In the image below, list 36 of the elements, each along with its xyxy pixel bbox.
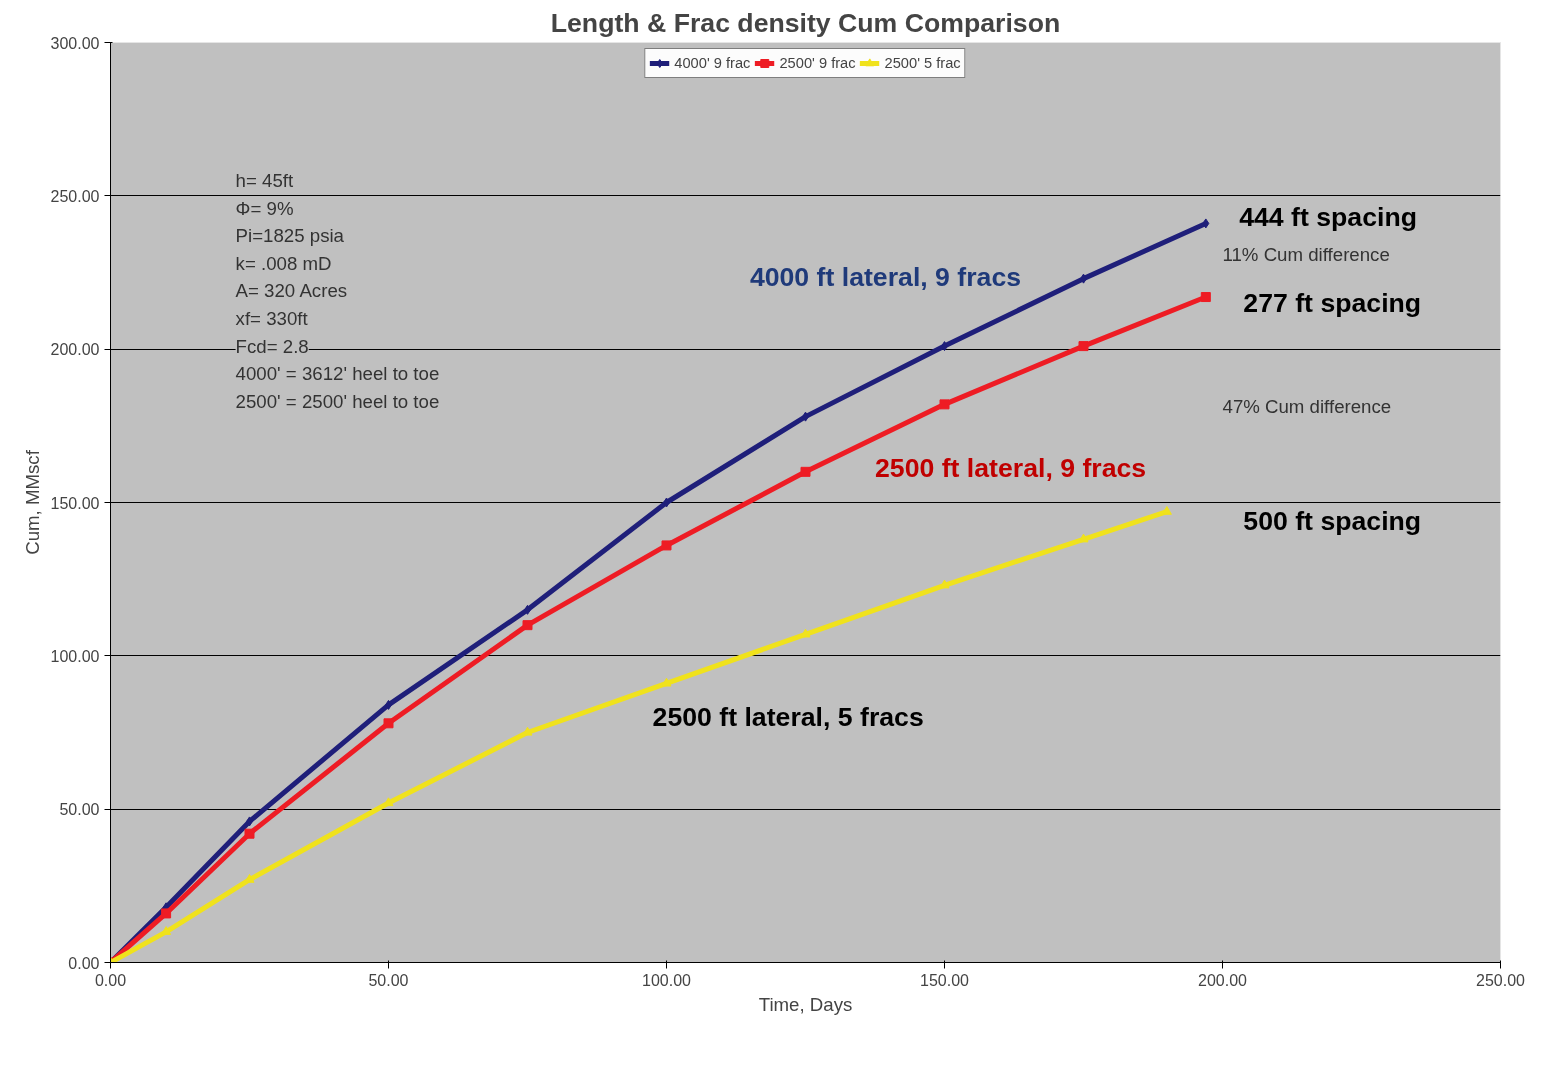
annotation: 444 ft spacing (1239, 202, 1417, 233)
y-tick-label: 0.00 (68, 954, 100, 972)
annotation: Φ= 9% (235, 197, 294, 219)
x-axis-title: Time, Days (758, 993, 853, 1015)
annotation: A= 320 Acres (235, 280, 348, 302)
x-tick-label: 100.00 (642, 971, 692, 989)
annotation: h= 45ft (235, 170, 294, 191)
annotation: 277 ft spacing (1243, 287, 1422, 318)
annotation: 500 ft spacing (1243, 505, 1422, 536)
y-tick-label: 50.00 (59, 801, 100, 819)
annotation: 11% Cum difference (1222, 243, 1390, 265)
annotation: 2500' = 2500' heel to toe (235, 390, 440, 412)
annotation: Fcd= 2.8 (235, 335, 309, 357)
annotation: Pi=1825 psia (235, 225, 345, 247)
y-axis-title: Cum, MMscf (21, 449, 43, 555)
annotation: xf= 330ft (235, 308, 309, 329)
y-tick-label: 200.00 (50, 341, 100, 359)
annotation: 4000 ft lateral, 9 fracs (749, 262, 1022, 293)
annotation: k= .008 mD (235, 252, 332, 274)
x-tick-label: 200.00 (1198, 971, 1248, 989)
x-tick-label: 50.00 (368, 971, 409, 989)
y-tick-label: 100.00 (50, 647, 100, 665)
x-tick-label: 150.00 (920, 971, 970, 989)
legend-label: 4000' 9 frac (674, 55, 751, 71)
annotation: 47% Cum difference (1222, 396, 1392, 418)
chart-title: Length & Frac density Cum Comparison (550, 7, 1061, 38)
y-tick-label: 150.00 (50, 494, 100, 512)
annotation: 2500 ft lateral, 5 fracs (652, 701, 924, 732)
legend-label: 2500' 5 frac (884, 55, 961, 71)
y-tick-label: 250.00 (50, 187, 100, 205)
legend-label: 2500' 9 frac (779, 55, 856, 71)
x-tick-label: 0.00 (94, 971, 127, 989)
y-tick-label: 300.00 (50, 34, 100, 52)
annotation: 2500 ft lateral, 9 fracs (875, 453, 1147, 484)
annotation: 4000' = 3612' heel to toe (235, 363, 440, 385)
x-tick-label: 250.00 (1476, 971, 1526, 989)
